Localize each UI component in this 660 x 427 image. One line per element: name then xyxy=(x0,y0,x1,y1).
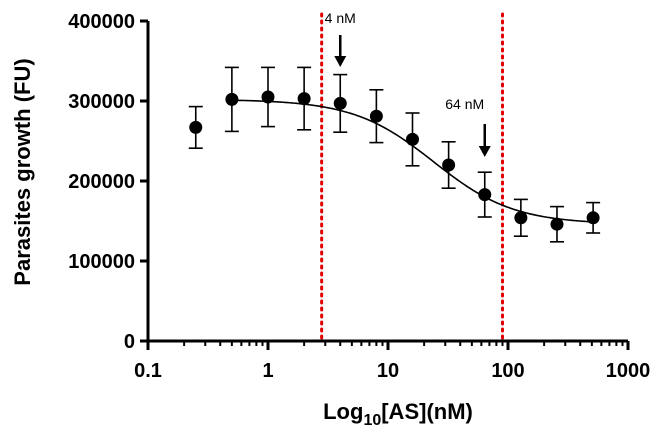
x-axis-title: Log10[AS](nM) xyxy=(323,399,473,427)
x-tick-label-4: 100 xyxy=(491,360,524,382)
y-tick-label-4: 300000 xyxy=(68,91,135,113)
x-tick-label-5: 1000 xyxy=(606,360,651,382)
marker xyxy=(333,96,347,110)
data-point-3 xyxy=(261,66,275,128)
data-point-11 xyxy=(549,205,564,243)
axes: 0 100000 200000 300000 400000 0.1 1 10 100 1000 xyxy=(68,11,650,382)
x-tick-label-2: 1 xyxy=(262,360,273,382)
data-point-7 xyxy=(405,112,420,167)
y-axis-title: Parasites growth (FU) xyxy=(10,58,35,285)
annotations: 4 nM 64 nM xyxy=(325,10,491,157)
annotation-label-2: 64 nM xyxy=(445,96,484,112)
annotation-arrow-head-2 xyxy=(478,146,491,157)
marker xyxy=(586,211,600,225)
data-point-5 xyxy=(333,73,348,133)
data-point-4 xyxy=(297,66,312,131)
marker xyxy=(514,211,528,225)
data-points xyxy=(188,66,601,243)
marker xyxy=(189,120,203,134)
reference-lines xyxy=(320,12,505,343)
marker xyxy=(225,92,239,106)
marker xyxy=(550,217,564,231)
y-tick-label-2: 100000 xyxy=(68,251,135,273)
y-tick-label-5: 400000 xyxy=(68,11,135,33)
data-point-10 xyxy=(513,198,528,237)
marker xyxy=(442,158,456,172)
marker xyxy=(369,109,383,123)
data-point-2 xyxy=(224,66,239,133)
marker xyxy=(297,92,311,106)
data-point-8 xyxy=(441,141,456,189)
data-point-6 xyxy=(369,89,384,144)
marker xyxy=(405,132,419,146)
y-tick-label-1: 0 xyxy=(124,331,135,353)
marker xyxy=(261,90,275,104)
data-point-9 xyxy=(477,171,492,218)
data-point-1 xyxy=(188,105,203,149)
x-tick-label-3: 10 xyxy=(377,360,399,382)
annotation-label-1: 4 nM xyxy=(325,10,356,26)
annotation-arrow-head-1 xyxy=(334,56,347,67)
data-point-12 xyxy=(586,201,601,234)
y-tick-label-3: 200000 xyxy=(68,171,135,193)
marker xyxy=(478,188,492,202)
x-tick-label-1: 0.1 xyxy=(134,360,162,382)
